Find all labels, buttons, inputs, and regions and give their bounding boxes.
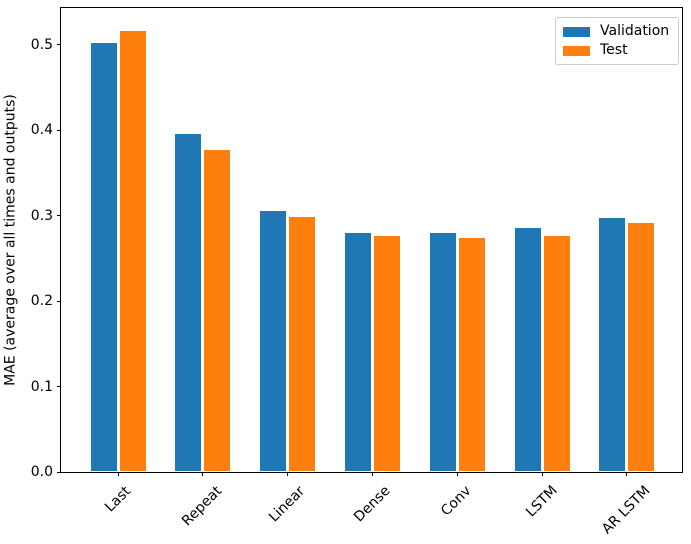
- legend-swatch-validation: [563, 26, 590, 37]
- bar-validation-dense: [344, 232, 371, 471]
- legend: Validation Test: [555, 17, 680, 65]
- y-tick-mark: [57, 471, 61, 473]
- y-tick-mark: [57, 129, 61, 131]
- plot-area: [60, 7, 683, 473]
- y-tick-label: 0.0: [30, 464, 53, 480]
- legend-label-test: Test: [600, 42, 628, 58]
- bar-test-last: [119, 31, 146, 471]
- x-tick-mark: [202, 472, 204, 476]
- y-tick-label: 0.5: [30, 36, 53, 53]
- y-tick-mark: [57, 300, 61, 302]
- x-tick-label: Repeat: [179, 482, 226, 529]
- y-tick-label: 0.1: [30, 378, 53, 395]
- legend-label-validation: Validation: [600, 23, 670, 39]
- x-tick-label: Conv: [438, 483, 475, 520]
- bar-test-repeat: [204, 150, 231, 471]
- legend-item-validation: Validation: [563, 22, 669, 41]
- bar-test-conv: [458, 237, 485, 471]
- bar-validation-ar-lstm: [599, 218, 626, 471]
- y-axis-label: MAE (average over all times and outputs): [2, 94, 19, 386]
- x-tick-mark: [371, 472, 373, 476]
- x-tick-label: AR LSTM: [599, 482, 654, 538]
- bar-test-lstm: [543, 236, 570, 471]
- bar-validation-conv: [429, 232, 456, 471]
- bar-validation-linear: [260, 210, 287, 471]
- y-tick-label: 0.3: [30, 207, 53, 224]
- x-tick-label: Last: [101, 482, 134, 515]
- bar-validation-repeat: [175, 133, 202, 471]
- x-tick-label: Dense: [350, 482, 394, 526]
- bar-validation-last: [90, 43, 117, 471]
- x-tick-label: LSTM: [522, 482, 561, 521]
- x-tick-mark: [117, 472, 119, 476]
- bar-test-dense: [373, 236, 400, 471]
- bar-validation-lstm: [514, 227, 541, 471]
- x-tick-mark: [287, 472, 289, 476]
- y-tick-label: 0.4: [30, 122, 53, 139]
- y-tick-mark: [57, 386, 61, 388]
- legend-item-test: Test: [563, 41, 669, 60]
- bar-test-ar-lstm: [628, 223, 655, 471]
- y-tick-mark: [57, 215, 61, 217]
- bar-test-linear: [289, 216, 316, 471]
- y-tick-mark: [57, 44, 61, 46]
- x-tick-mark: [456, 472, 458, 476]
- x-tick-mark: [541, 472, 543, 476]
- legend-swatch-test: [563, 45, 590, 56]
- y-tick-label: 0.2: [30, 293, 53, 310]
- x-tick-label: Linear: [266, 483, 309, 526]
- x-tick-mark: [626, 472, 628, 476]
